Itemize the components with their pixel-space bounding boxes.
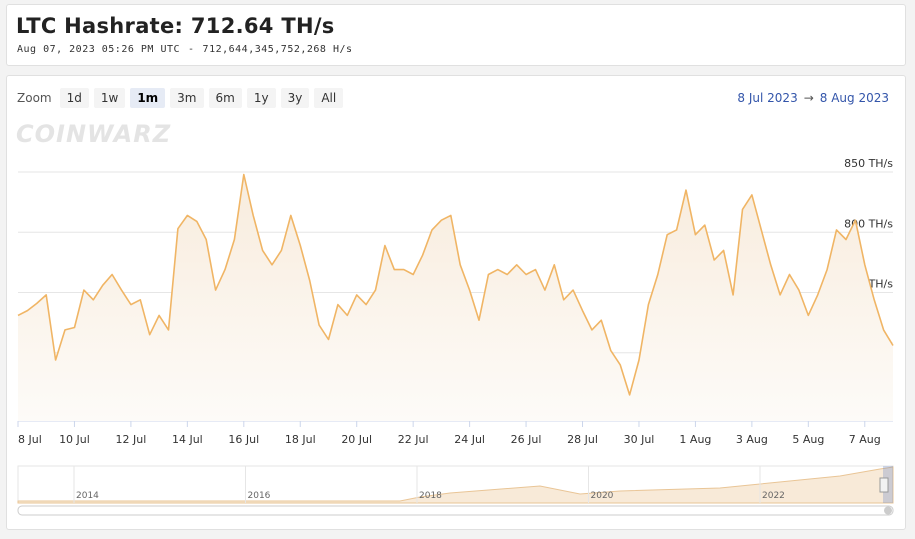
date-range: 8 Jul 2023 → 8 Aug 2023 — [737, 91, 889, 105]
x-tick-label: 12 Jul — [116, 433, 147, 446]
x-tick-label: 16 Jul — [228, 433, 259, 446]
subtitle: Aug 07, 2023 05:26 PM UTC -712,644,345,75… — [17, 44, 361, 55]
x-tick-label: 24 Jul — [454, 433, 485, 446]
navigator-label: 2022 — [762, 491, 785, 501]
zoom-label: Zoom — [17, 91, 52, 105]
x-tick-label: 3 Aug — [736, 433, 768, 446]
x-tick-label: 5 Aug — [792, 433, 824, 446]
zoom-button[interactable]: 1y — [246, 88, 276, 108]
range-arrow: → — [803, 91, 814, 105]
line — [17, 173, 894, 396]
title: LTC Hashrate: 712.64 TH/s — [16, 14, 335, 38]
navigator-label: 2020 — [591, 491, 614, 501]
navigator-label: 2016 — [248, 491, 271, 501]
x-tick-label: 28 Jul — [567, 433, 598, 446]
area — [18, 174, 893, 421]
x-tick-label: 10 Jul — [59, 433, 90, 446]
x-tick-label: 1 Aug — [679, 433, 711, 446]
header-card: LTC Hashrate: 712.64 TH/s Aug 07, 2023 0… — [6, 4, 906, 66]
x-tick-label: 14 Jul — [172, 433, 203, 446]
x-tick-label: 22 Jul — [398, 433, 429, 446]
zoom-button[interactable]: 1w — [93, 88, 126, 108]
navigator-area — [17, 466, 894, 504]
x-tick-label: 7 Aug — [849, 433, 881, 446]
hashrate: 712,644,345,752,268 H/s — [202, 44, 353, 55]
zoom-button[interactable]: 1d — [59, 88, 89, 108]
zoom-button[interactable]: 6m — [208, 88, 242, 108]
zoom-button[interactable]: All — [314, 88, 344, 108]
x-tick-label: 8 Jul — [18, 433, 42, 446]
zoom-toolbar: Zoom 1d 1w 1m 3m 6m 1y 3y All — [17, 88, 348, 108]
zoom-button[interactable]: 3m — [170, 88, 204, 108]
scrollbar — [17, 505, 894, 516]
scroll-thumb[interactable] — [884, 506, 892, 515]
range-to[interactable]: 8 Aug 2023 — [819, 91, 889, 105]
watermark: COINWARZ — [16, 120, 171, 148]
navigator-label: 2014 — [76, 491, 99, 501]
x-tick-label: 20 Jul — [341, 433, 372, 446]
zoom-button[interactable]: 1m — [130, 88, 166, 108]
x-tick-label: 30 Jul — [624, 433, 655, 446]
y-tick-label: 850 TH/s — [844, 157, 893, 170]
navigator-handle[interactable] — [879, 477, 889, 493]
separator: - — [188, 44, 195, 55]
navigator-label: 2018 — [419, 491, 442, 501]
x-tick-label: 26 Jul — [511, 433, 542, 446]
x-tick-label: 18 Jul — [285, 433, 316, 446]
timestamp: Aug 07, 2023 05:26 PM UTC — [17, 44, 181, 55]
range-from[interactable]: 8 Jul 2023 — [737, 91, 798, 105]
zoom-button[interactable]: 3y — [280, 88, 310, 108]
